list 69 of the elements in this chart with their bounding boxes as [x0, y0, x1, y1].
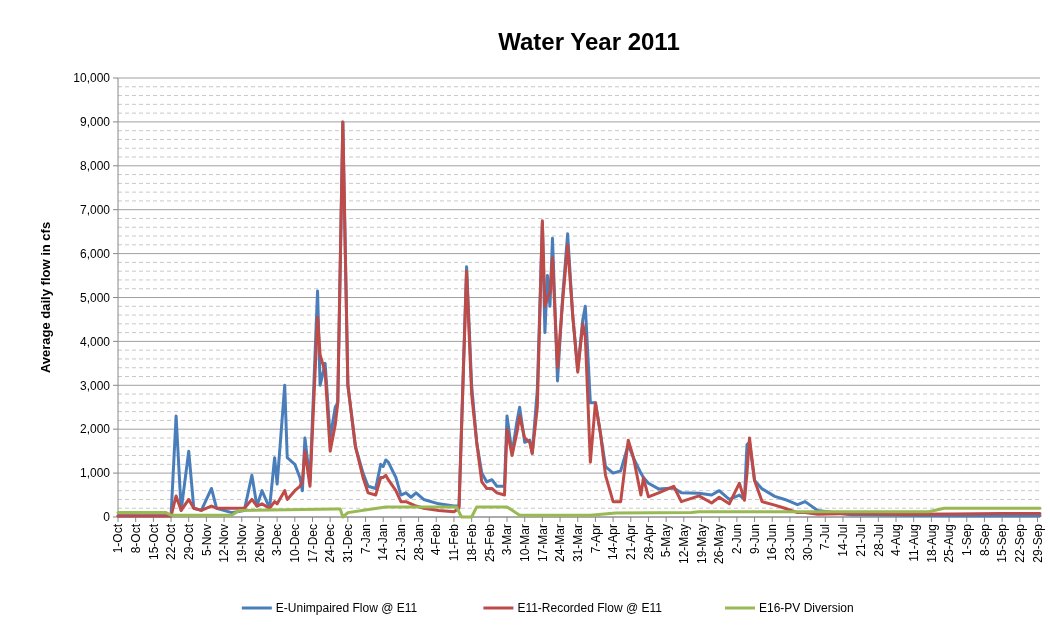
- y-tick-label: 8,000: [79, 159, 111, 173]
- x-tick-label: 14-Jul: [836, 524, 851, 557]
- x-tick-label: 10-Dec: [288, 524, 303, 563]
- x-tick-label: 31-Dec: [341, 524, 356, 563]
- x-tick-label: 2-Jun: [730, 524, 745, 555]
- y-tick-label: 3,000: [79, 378, 111, 393]
- x-tick-label: 29-Oct: [181, 523, 196, 561]
- x-tick-label: 4-Aug: [889, 524, 904, 557]
- legend-label: E-Unimpaired Flow @ E11: [275, 601, 418, 616]
- x-tick-label: 21-Jan: [394, 524, 409, 561]
- x-tick-label: 9-Jun: [747, 524, 762, 555]
- x-tick-label: 15-Oct: [146, 523, 161, 561]
- y-tick-label: 6,000: [79, 246, 111, 261]
- x-tick-label: 29-Sep: [1030, 523, 1045, 563]
- x-tick-label: 11-Aug: [906, 524, 921, 562]
- x-tick-label: 7-Jul: [818, 524, 833, 551]
- x-tick-label: 17-Dec: [305, 524, 320, 563]
- x-tick-label: 10-Mar: [517, 524, 532, 563]
- x-tick-label: 19-Nov: [234, 524, 249, 563]
- x-tick-label: 17-Mar: [535, 524, 550, 563]
- legend-label: E11-Recorded Flow @ E11: [517, 601, 663, 616]
- chart-title: Water Year 2011: [498, 28, 680, 55]
- x-tick-label: 21-Apr: [623, 524, 638, 561]
- x-tick-label: 24-Mar: [553, 524, 568, 563]
- x-tick-label: 14-Jan: [376, 524, 391, 561]
- x-tick-label: 12-Nov: [217, 524, 232, 563]
- y-tick-label: 5,000: [79, 290, 111, 305]
- y-axis-title: Average daily flow in cfs: [38, 221, 53, 374]
- x-tick-label: 7-Jan: [358, 524, 373, 555]
- x-tick-label: 18-Feb: [464, 523, 479, 563]
- x-tick-label: 28-Jul: [871, 524, 886, 557]
- x-tick-label: 23-Jun: [783, 524, 798, 561]
- y-tick-label: 9,000: [79, 115, 111, 130]
- x-tick-label: 25-Feb: [482, 523, 497, 563]
- x-tick-label: 22-Sep: [1012, 523, 1027, 563]
- x-tick-label: 19-May: [694, 524, 709, 565]
- x-tick-label: 1-Sep: [959, 523, 974, 557]
- x-tick-label: 5-May: [659, 524, 674, 558]
- x-tick-label: 16-Jun: [765, 524, 780, 561]
- y-tick-label: 10,000: [73, 71, 111, 86]
- y-tick-label: 7,000: [79, 202, 111, 217]
- x-tick-label: 15-Sep: [995, 523, 1010, 563]
- x-tick-label: 30-Jun: [800, 524, 815, 561]
- x-tick-label: 5-Nov: [199, 524, 214, 557]
- x-tick-label: 18-Aug: [924, 524, 939, 563]
- x-tick-label: 7-Apr: [588, 524, 603, 554]
- x-tick-label: 3-Mar: [500, 524, 515, 556]
- x-tick-label: 21-Jul: [853, 524, 868, 557]
- y-tick-label: 2,000: [79, 422, 111, 437]
- x-tick-label: 8-Oct: [128, 523, 143, 554]
- x-tick-label: 12-May: [677, 524, 692, 565]
- x-tick-label: 31-Mar: [570, 524, 585, 563]
- x-tick-label: 28-Apr: [641, 524, 656, 561]
- x-tick-label: 8-Sep: [977, 523, 992, 557]
- y-tick-label: 0: [103, 510, 111, 525]
- y-tick-label: 4,000: [79, 334, 111, 349]
- x-tick-label: 11-Feb: [447, 523, 462, 562]
- x-tick-label: 26-Nov: [252, 524, 267, 563]
- x-tick-label: 22-Oct: [164, 523, 179, 561]
- x-tick-label: 28-Jan: [411, 524, 426, 561]
- x-tick-label: 14-Apr: [606, 524, 621, 561]
- x-tick-label: 24-Dec: [323, 524, 338, 563]
- x-tick-label: 4-Feb: [429, 523, 444, 556]
- x-tick-label: 26-May: [712, 524, 727, 565]
- legend-label: E16-PV Diversion: [759, 601, 854, 616]
- x-tick-label: 3-Dec: [270, 524, 285, 557]
- x-tick-label: 1-Oct: [111, 523, 126, 554]
- y-tick-label: 1,000: [79, 466, 111, 481]
- x-tick-label: 25-Aug: [942, 524, 957, 563]
